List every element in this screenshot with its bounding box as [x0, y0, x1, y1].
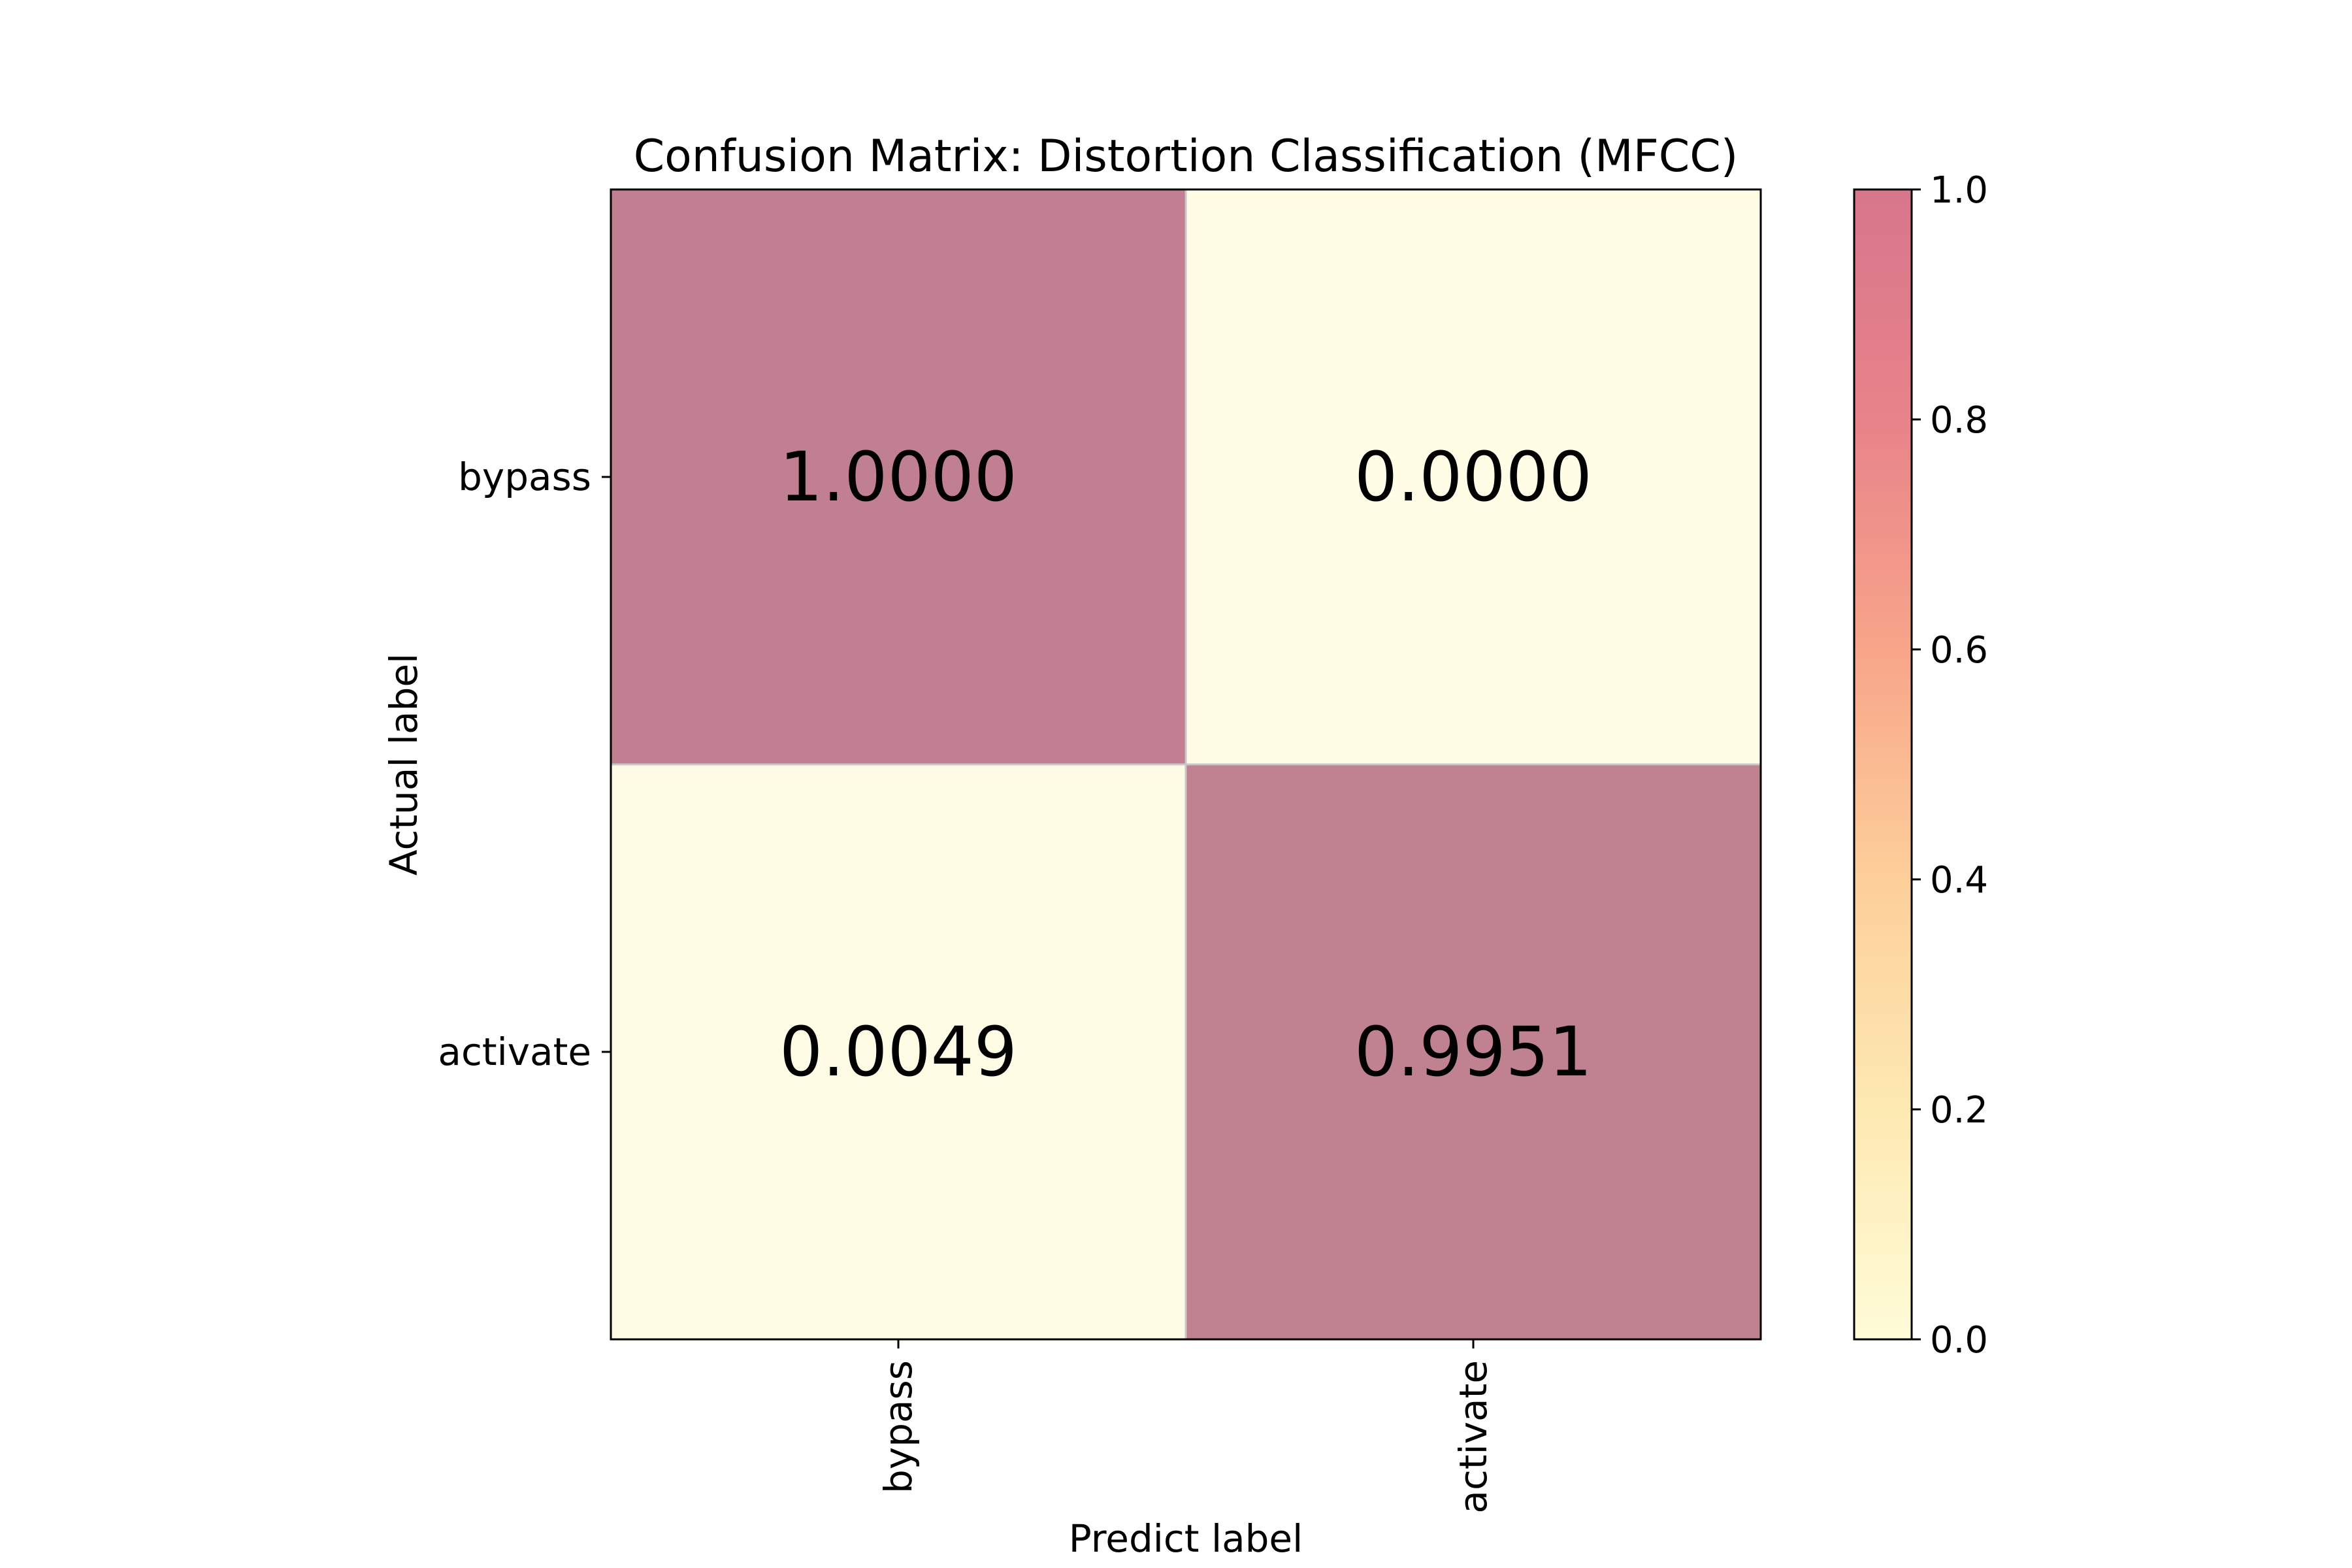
y-tick-label: activate [438, 1030, 591, 1074]
colorbar-ticks: 0.0 0.2 0.4 0.6 0.8 1.0 [1912, 169, 1988, 1362]
colorbar-tick-label: 0.6 [1930, 629, 1988, 672]
cell-value-label: 1.0000 [779, 437, 1017, 517]
x-axis-ticks: bypass activate [876, 1339, 1495, 1514]
cell-value-label: 0.9951 [1354, 1012, 1592, 1092]
colorbar-tick-label: 0.4 [1930, 859, 1988, 902]
y-tick-label: bypass [458, 455, 591, 499]
heatmap-cell [1184, 763, 1762, 1341]
chart-title: Confusion Matrix: Distortion Classificat… [634, 131, 1739, 182]
heatmap-cell [610, 188, 1187, 766]
y-axis-label: Actual label [382, 653, 426, 875]
colorbar [1853, 188, 1913, 1341]
heatmap-cell [1184, 188, 1762, 766]
cell-value-label: 0.0000 [1354, 437, 1592, 517]
colorbar-tick-label: 0.8 [1930, 399, 1988, 442]
heatmap-cells [610, 188, 1762, 1341]
colorbar-tick-label: 1.0 [1930, 169, 1988, 212]
colorbar-tick-label: 0.2 [1930, 1089, 1988, 1132]
cell-value-label: 0.0049 [779, 1012, 1017, 1092]
x-axis-label: Predict label [1069, 1516, 1303, 1561]
cell-value-labels: 1.0000 0.0000 0.0049 0.9951 [779, 437, 1592, 1092]
y-axis-ticks: bypass activate [438, 455, 611, 1074]
x-tick-label: bypass [876, 1360, 921, 1494]
colorbar-tick-label: 0.0 [1930, 1319, 1988, 1362]
heatmap-cell [610, 763, 1187, 1341]
plot-frame [610, 188, 1762, 1341]
x-tick-label: activate [1451, 1360, 1495, 1514]
